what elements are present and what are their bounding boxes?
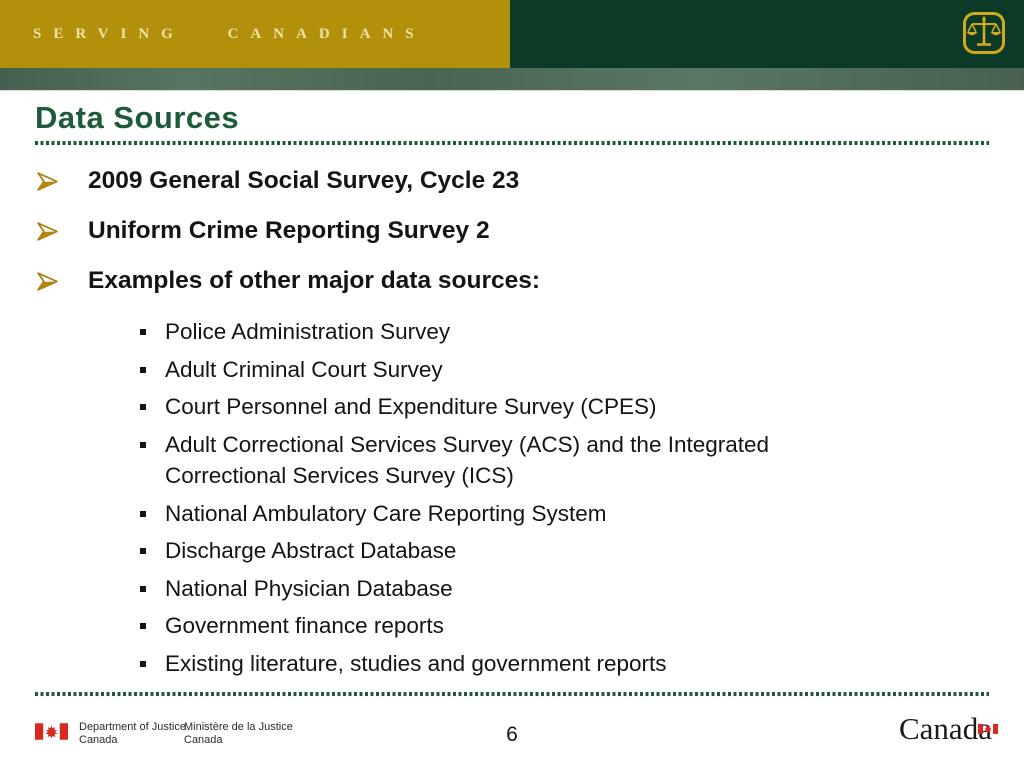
square-bullet-icon: [140, 441, 146, 448]
list-item: Adult Correctional Services Survey (ACS)…: [0, 429, 1024, 492]
canada-wordmark-text: Canada: [899, 711, 992, 746]
serving-canadians-banner: SERVING CANADIANS: [0, 0, 510, 68]
sub-bullet-text: National Ambulatory Care Reporting Syste…: [165, 500, 607, 526]
list-item: Police Administration Survey: [0, 316, 1024, 348]
scales-of-justice-icon: [962, 11, 1006, 55]
sub-bullet-text: Government finance reports: [165, 613, 444, 638]
canada-wordmark: Canada: [899, 711, 998, 747]
list-item: National Ambulatory Care Reporting Syste…: [0, 498, 1024, 530]
list-item: Adult Criminal Court Survey: [0, 354, 1024, 386]
banner-green-block: [510, 0, 1024, 68]
canada-flag-icon: [977, 706, 998, 734]
gold-arrowhead-icon: [37, 172, 58, 191]
square-bullet-icon: [140, 623, 146, 629]
square-bullet-icon: [140, 510, 146, 517]
list-item: Court Personnel and Expenditure Survey (…: [0, 391, 1024, 423]
gold-arrowhead-icon: [37, 272, 58, 291]
sub-bullet-list: Police Administration Survey Adult Crimi…: [0, 316, 1024, 679]
page-number: 6: [506, 723, 518, 746]
canada-flag-icon: [35, 723, 68, 740]
square-bullet-icon: [140, 585, 146, 592]
dept-fr-line2: Canada: [184, 734, 223, 746]
sub-bullet-text: Adult Correctional Services Survey (ACS)…: [165, 431, 770, 489]
bullet-text: Examples of other major data sources:: [88, 267, 541, 294]
square-bullet-icon: [140, 366, 146, 373]
dept-justice-fr-label: Ministère de la Justice Canada: [184, 721, 293, 747]
footer-divider: [35, 692, 989, 696]
dept-justice-en-label: Department of Justice Canada: [79, 721, 186, 747]
list-item: Uniform Crime Reporting Survey 2: [0, 216, 1024, 246]
sub-bullet-text: Discharge Abstract Database: [165, 538, 457, 563]
list-item: Existing literature, studies and governm…: [0, 648, 1024, 680]
list-item: 2009 General Social Survey, Cycle 23: [0, 166, 1024, 196]
bullet-text: Uniform Crime Reporting Survey 2: [88, 217, 490, 244]
list-item: Discharge Abstract Database: [0, 535, 1024, 567]
square-bullet-icon: [140, 329, 146, 335]
sub-bullet-text: Existing literature, studies and governm…: [165, 650, 667, 676]
serving-canadians-label: SERVING CANADIANS: [33, 25, 426, 42]
sub-bullet-text: Police Administration Survey: [165, 319, 451, 344]
dept-en-line1: Department of Justice: [79, 721, 186, 733]
dept-en-line2: Canada: [79, 734, 118, 746]
square-bullet-icon: [140, 660, 146, 667]
title-divider: [35, 141, 989, 145]
sub-bullet-text: Adult Criminal Court Survey: [165, 356, 443, 382]
main-bullet-list: 2009 General Social Survey, Cycle 23 Uni…: [0, 166, 1024, 296]
sub-bullet-text: National Physician Database: [165, 575, 453, 601]
gold-arrowhead-icon: [37, 222, 58, 241]
list-item: National Physician Database: [0, 573, 1024, 605]
texture-stripe: [0, 68, 1024, 91]
slide-body: 2009 General Social Survey, Cycle 23 Uni…: [0, 166, 1024, 685]
square-bullet-icon: [140, 404, 146, 410]
bullet-text: 2009 General Social Survey, Cycle 23: [88, 167, 520, 194]
page-title: Data Sources: [35, 100, 240, 135]
list-item: Government finance reports: [0, 610, 1024, 642]
dept-fr-line1: Ministère de la Justice: [184, 721, 293, 733]
sub-bullet-text: Court Personnel and Expenditure Survey (…: [165, 394, 657, 419]
list-item: Examples of other major data sources:: [0, 266, 1024, 296]
header-banner: SERVING CANADIANS: [0, 0, 1024, 68]
square-bullet-icon: [140, 548, 146, 554]
